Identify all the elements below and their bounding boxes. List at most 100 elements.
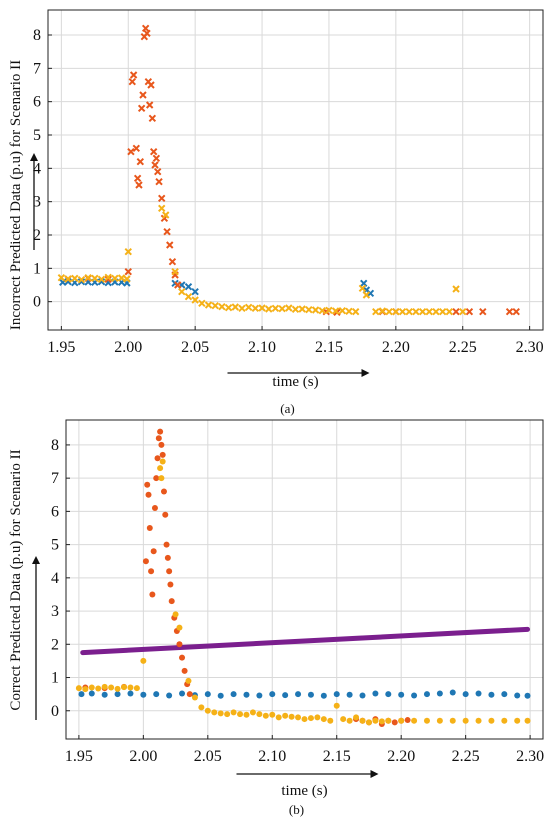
y-tick-label: 5 <box>33 127 41 144</box>
data-point <box>179 690 186 697</box>
data-point <box>159 458 166 465</box>
data-point-x <box>198 299 206 308</box>
data-point <box>372 690 379 697</box>
data-point <box>256 692 263 699</box>
data-point-x <box>151 161 159 169</box>
data-point-x <box>139 91 147 99</box>
data-point-x <box>97 275 106 284</box>
panel-caption: (b) <box>289 802 304 817</box>
data-point-x <box>271 304 280 313</box>
data-point-x <box>385 307 393 316</box>
data-point <box>121 684 128 691</box>
data-point-x <box>265 305 273 313</box>
data-point <box>243 691 250 698</box>
data-point <box>176 641 183 648</box>
panel-caption: (a) <box>280 401 294 416</box>
data-point <box>185 677 192 684</box>
x-tick-label: 2.05 <box>194 748 222 765</box>
data-point-x <box>191 296 199 304</box>
data-point-x <box>231 303 240 311</box>
data-point <box>411 717 418 724</box>
data-point-x <box>97 277 106 286</box>
data-point <box>142 558 149 565</box>
data-point <box>140 691 147 698</box>
data-point <box>320 692 327 699</box>
data-point <box>282 712 289 719</box>
data-point-x <box>91 274 99 283</box>
y-tick-label: 0 <box>33 294 41 311</box>
data-point <box>307 715 314 722</box>
data-point <box>140 657 147 664</box>
data-point-x <box>77 275 86 284</box>
data-point <box>436 690 443 697</box>
data-point <box>391 719 398 726</box>
data-point <box>301 716 308 723</box>
data-point <box>150 548 157 555</box>
data-point <box>217 692 224 699</box>
data-point <box>145 491 152 498</box>
data-point-x <box>71 274 79 283</box>
data-point <box>411 692 418 699</box>
data-point-x <box>204 301 213 309</box>
x-tick-label: 2.10 <box>258 748 286 765</box>
data-point <box>488 717 495 724</box>
series-line <box>80 626 531 656</box>
data-point-x <box>174 281 182 289</box>
data-point <box>488 691 495 698</box>
data-point <box>524 692 531 699</box>
data-point-x <box>438 307 447 316</box>
data-point-x <box>311 306 320 314</box>
data-point <box>365 719 372 726</box>
data-point-x <box>133 174 142 183</box>
data-point <box>423 717 430 724</box>
data-point-x <box>77 277 86 286</box>
data-point-x <box>123 275 131 283</box>
data-point <box>101 691 108 698</box>
data-point <box>181 667 188 674</box>
data-point-x <box>362 291 371 299</box>
data-point-x <box>351 307 360 316</box>
data-point-x <box>104 275 112 284</box>
data-point <box>359 692 366 699</box>
x-tick-label: 2.00 <box>114 339 142 356</box>
data-point <box>149 591 156 598</box>
data-point <box>372 717 379 724</box>
data-point <box>153 475 160 482</box>
data-point-x <box>418 307 427 316</box>
data-point-x <box>163 227 171 236</box>
data-point <box>153 691 160 698</box>
data-point <box>127 690 134 697</box>
data-point-x <box>191 287 199 296</box>
x-tick-label: 2.20 <box>382 339 410 356</box>
x-tick-label: 2.20 <box>387 748 415 765</box>
data-point <box>346 691 353 698</box>
data-point-x <box>465 307 474 316</box>
data-point <box>449 717 456 724</box>
data-point-x <box>124 267 132 276</box>
data-point-x <box>143 29 151 38</box>
x-tick-label: 2.05 <box>181 339 209 356</box>
data-point-x <box>148 114 157 123</box>
data-point <box>449 689 456 696</box>
x-axis-label: time (s) <box>281 783 327 799</box>
data-point <box>514 692 521 699</box>
data-point-x <box>168 257 177 266</box>
data-point-x <box>445 307 454 316</box>
data-point-x <box>141 24 150 33</box>
chart-panel-b: 1.95 2.00 2.05 2.10 2.15 2.20 2.25 2.30 0 1 2 3 4 5 6 7… <box>8 419 544 817</box>
data-point <box>211 709 218 716</box>
data-point <box>224 711 231 718</box>
data-point <box>172 611 179 618</box>
data-point-x <box>153 167 162 176</box>
data-point <box>262 712 269 719</box>
y-tick-label: 4 <box>33 160 41 177</box>
data-point <box>353 714 360 721</box>
data-point-x <box>136 157 145 166</box>
data-point <box>204 707 211 714</box>
data-point <box>462 691 469 698</box>
data-point <box>176 624 183 631</box>
data-point <box>398 717 405 724</box>
data-point-x <box>392 307 400 316</box>
data-point <box>166 692 173 699</box>
